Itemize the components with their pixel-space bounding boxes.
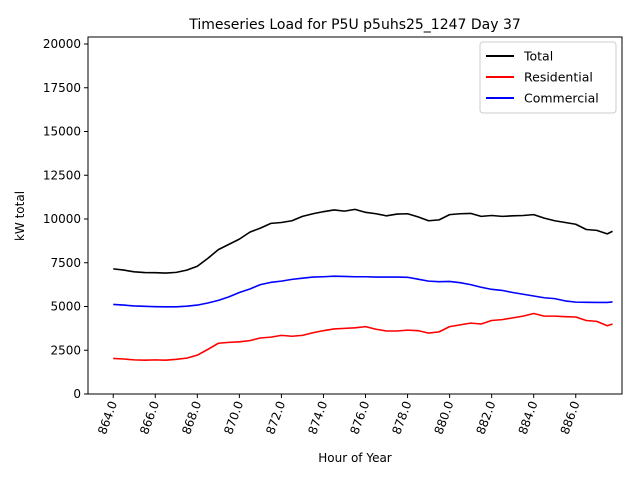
y-axis: 0 2500 5000 7500 10000 12500 15000 17500 20000 xyxy=(43,37,88,401)
x-tick-label: 878.0 xyxy=(389,399,414,436)
y-tick-label: 0 xyxy=(73,387,81,401)
legend-label-residential: Residential xyxy=(524,70,593,85)
y-tick-label: 12500 xyxy=(43,168,81,182)
y-axis-label: kW total xyxy=(13,191,27,241)
legend-label-total: Total xyxy=(523,49,553,64)
x-tick-label: 874.0 xyxy=(305,399,330,436)
legend-frame xyxy=(479,41,617,114)
y-tick-label: 2500 xyxy=(50,343,81,357)
y-tick-label: 10000 xyxy=(43,212,81,226)
y-tick-label: 5000 xyxy=(50,300,81,314)
series-line-residential xyxy=(113,312,613,362)
x-axis-label: Hour of Year xyxy=(318,451,392,465)
series-line-total xyxy=(113,208,613,274)
plot-frame xyxy=(87,36,623,395)
x-tick-label: 870.0 xyxy=(221,399,246,436)
x-tick-label: 886.0 xyxy=(558,399,583,436)
y-tick-label: 17500 xyxy=(43,81,81,95)
y-tick-label: 7500 xyxy=(50,256,81,270)
x-tick-label: 882.0 xyxy=(474,399,499,436)
y-tick-label: 20000 xyxy=(43,37,81,51)
x-tick-label: 868.0 xyxy=(179,399,204,436)
legend: Total Residential Commercial xyxy=(479,41,617,114)
x-tick-label: 866.0 xyxy=(137,399,162,436)
y-tick-label: 15000 xyxy=(43,125,81,139)
x-tick-label: 876.0 xyxy=(347,399,372,436)
x-tick-label: 864.0 xyxy=(95,399,120,436)
x-tick-label: 880.0 xyxy=(432,399,457,436)
plot-area xyxy=(87,36,623,395)
series-line-commercial xyxy=(113,275,613,308)
legend-label-commercial: Commercial xyxy=(524,91,599,106)
x-axis: 864.0 866.0 868.0 870.0 872.0 874.0 876.0 878.0… xyxy=(95,394,583,436)
x-tick-label: 884.0 xyxy=(516,399,541,436)
chart-title: Timeseries Load for P5U p5uhs25_1247 Day… xyxy=(188,17,521,33)
x-tick-label: 872.0 xyxy=(263,399,288,436)
